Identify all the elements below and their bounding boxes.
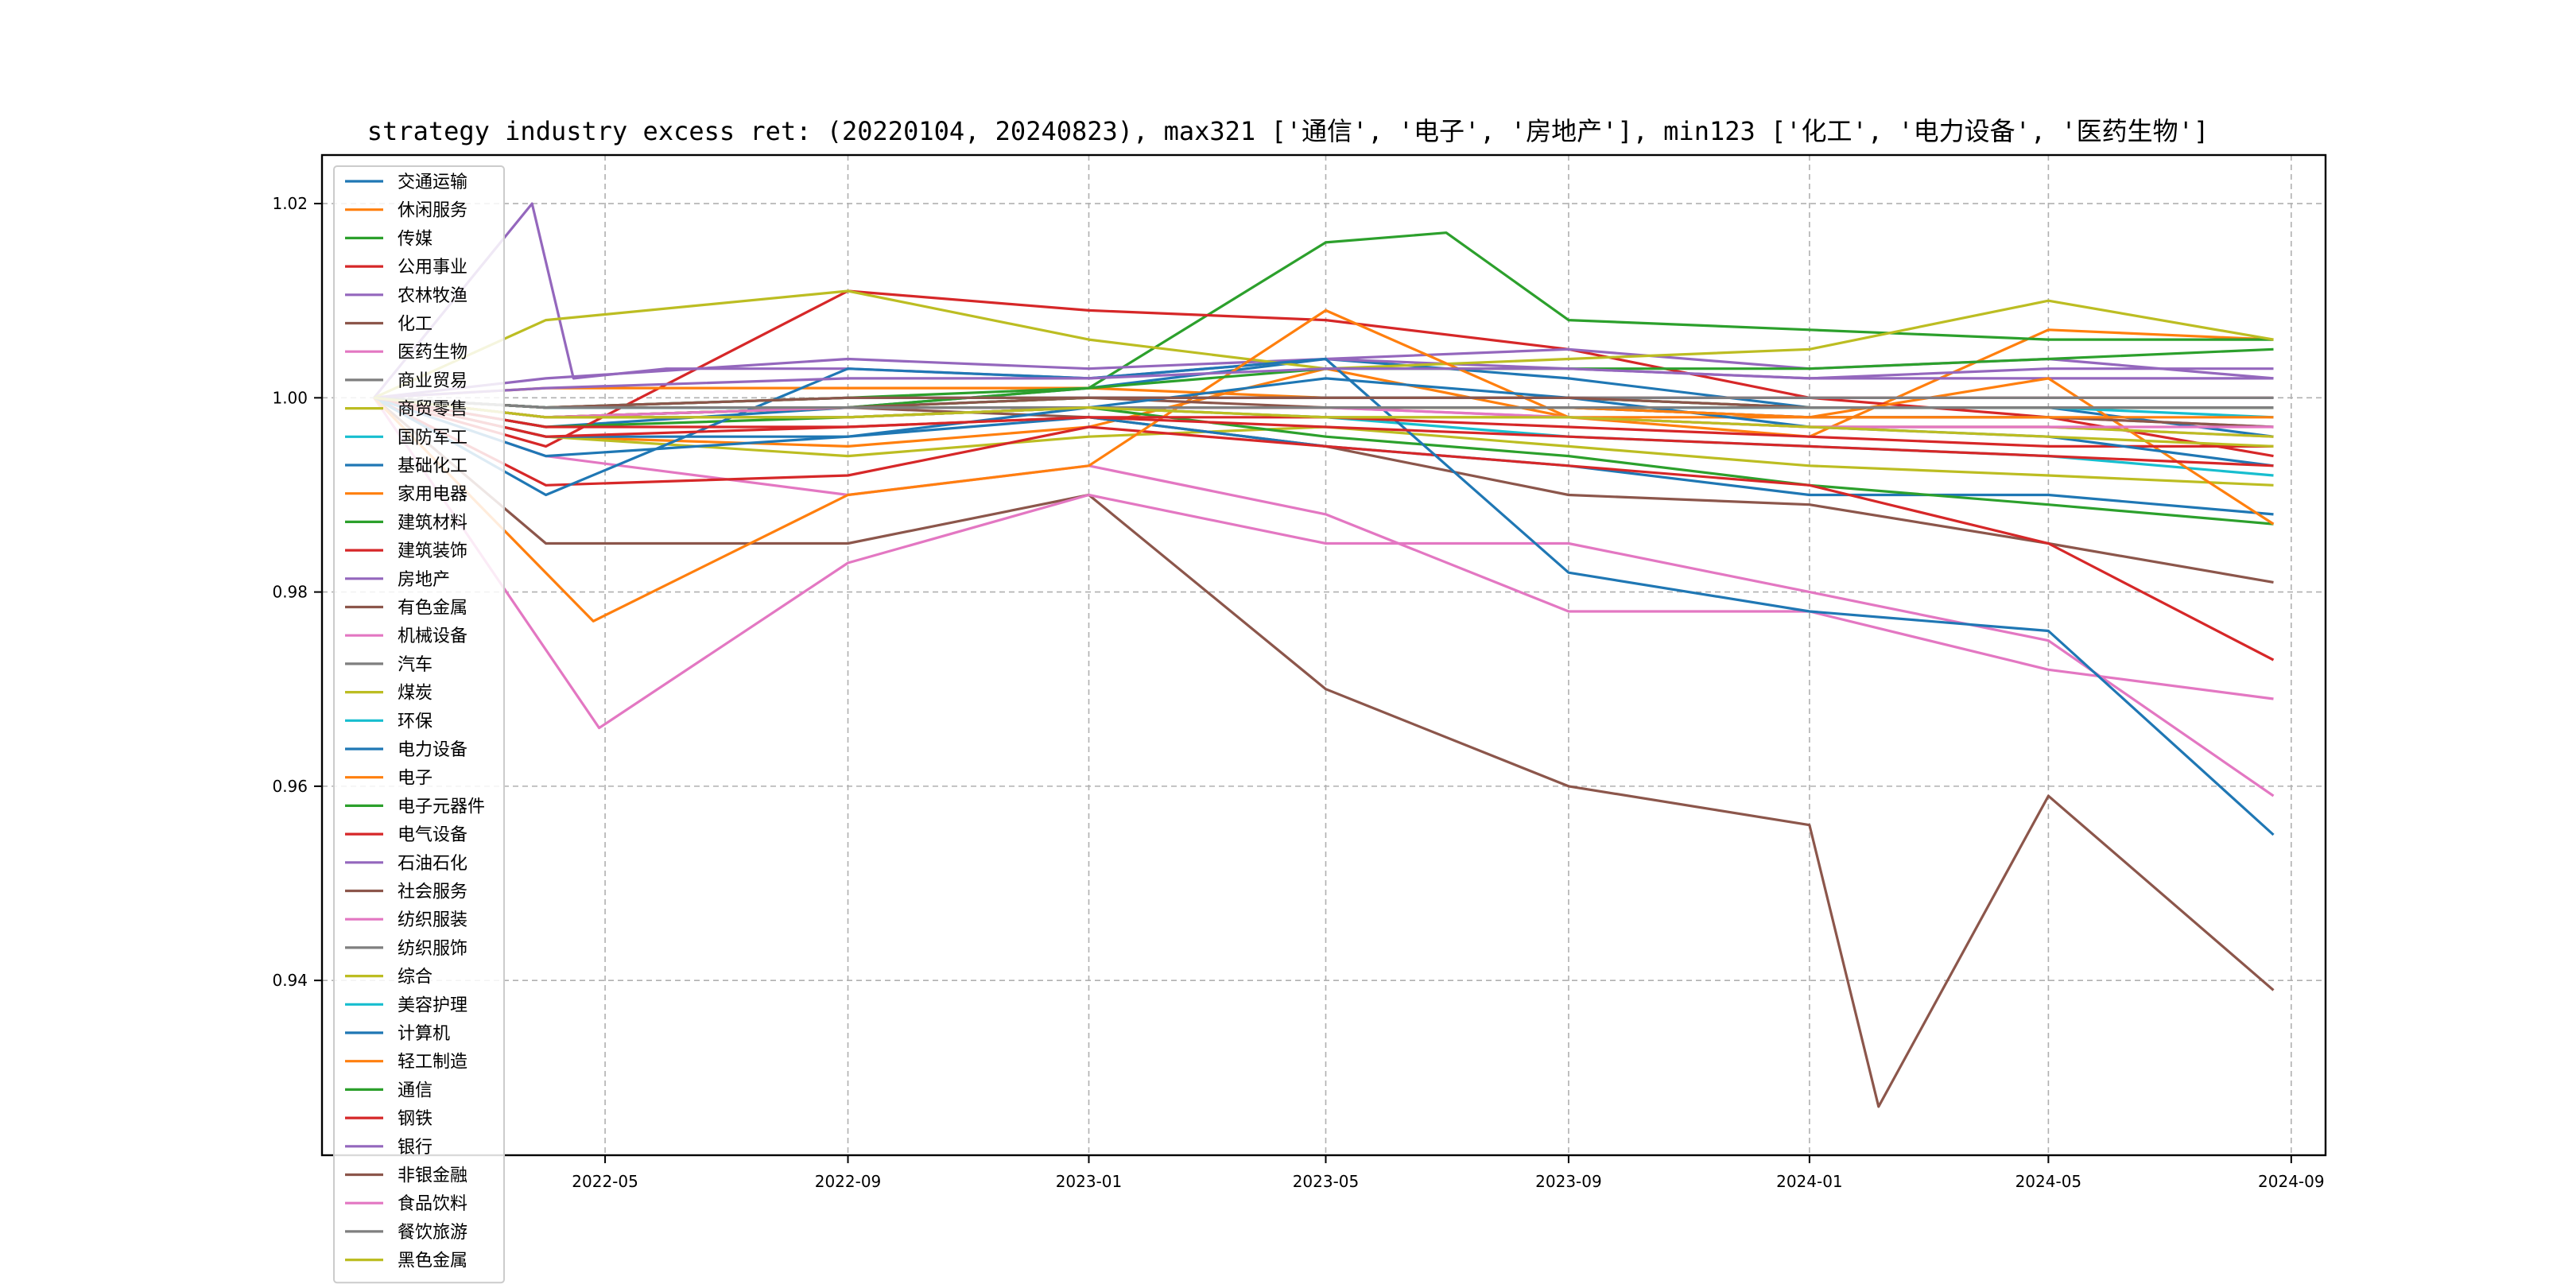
legend-label: 休闲服务 (398, 201, 467, 221)
series-line-3 (374, 289, 2274, 458)
legend-label: 汽车 (398, 655, 433, 675)
legend-label: 房地产 (398, 570, 450, 590)
series-line-12 (374, 396, 2274, 526)
legend-label: 黑色金属 (398, 1251, 467, 1271)
series-line-33 (374, 396, 2274, 467)
legend: 交通运输休闲服务传媒公用事业农林牧渔化工医药生物商业贸易商贸零售国防军工基础化工… (333, 165, 505, 1284)
legend-label: 计算机 (398, 1024, 450, 1044)
legend-label: 环保 (398, 712, 433, 731)
series-line-34 (374, 367, 2274, 399)
x-tick-label: 2024-01 (1776, 1172, 1843, 1191)
legend-label: 通信 (398, 1080, 433, 1100)
legend-label: 电气设备 (398, 825, 467, 845)
grid-lines (322, 155, 2326, 1155)
x-tick-label: 2022-05 (572, 1172, 638, 1191)
legend-label: 医药生物 (398, 343, 467, 363)
series-line-15 (373, 397, 2275, 1108)
legend-label: 家用电器 (398, 485, 467, 505)
legend-label: 传媒 (398, 229, 433, 249)
legend-label: 银行 (398, 1138, 433, 1158)
legend-label: 电子 (398, 769, 433, 789)
legend-label: 纺织服装 (398, 910, 467, 930)
y-tick-label: 1.02 (272, 194, 308, 213)
legend-label: 化工 (398, 315, 433, 335)
legend-label: 建筑材料 (398, 513, 467, 533)
y-axis-ticks: 0.94 0.96 0.98 1.00 1.02 (272, 194, 322, 990)
legend-label: 食品饮料 (398, 1194, 467, 1214)
legend-label: 建筑装饰 (398, 541, 467, 561)
legend-label: 交通运输 (398, 173, 467, 192)
legend-label: 钢铁 (398, 1109, 433, 1129)
series-line-20 (373, 357, 2275, 836)
legend-label: 美容护理 (398, 995, 467, 1015)
legend-label: 商贸零售 (398, 400, 467, 420)
series-lines (373, 202, 2275, 1108)
legend-label: 综合 (398, 968, 433, 987)
y-tick-label: 1.00 (272, 388, 308, 407)
legend-label: 餐饮旅游 (398, 1223, 467, 1243)
legend-label: 机械设备 (398, 627, 467, 646)
chart-title: strategy industry excess ret: (20220104,… (367, 116, 2209, 146)
legend-label: 电力设备 (398, 740, 467, 760)
plot-frame (320, 153, 2327, 1157)
legend-label: 电子元器件 (398, 797, 485, 817)
legend-label: 有色金属 (398, 599, 467, 619)
legend-label: 石油石化 (398, 854, 467, 874)
y-tick-label: 0.98 (272, 583, 308, 602)
legend-label: 纺织服饰 (398, 939, 467, 959)
x-tick-label: 2023-01 (1056, 1172, 1123, 1191)
series-line-38 (374, 396, 2274, 448)
x-tick-label: 2024-09 (2258, 1172, 2325, 1191)
legend-label: 国防军工 (398, 428, 467, 448)
x-tick-label: 2023-09 (1535, 1172, 1602, 1191)
legend-label: 农林牧渔 (398, 286, 467, 306)
series-line-37 (374, 396, 2274, 409)
legend-label: 轻工制造 (398, 1053, 467, 1073)
legend-label: 社会服务 (398, 883, 467, 902)
x-tick-label: 2023-05 (1293, 1172, 1360, 1191)
legend-label: 公用事业 (398, 258, 467, 277)
x-tick-label: 2024-05 (2015, 1172, 2082, 1191)
legend-label: 煤炭 (398, 684, 433, 704)
y-tick-label: 0.96 (272, 777, 308, 796)
legend-label: 商业贸易 (398, 371, 467, 391)
series-line-21 (373, 308, 2275, 623)
series-line-6 (373, 396, 2274, 700)
series-line-13 (373, 396, 2275, 661)
x-tick-label: 2022-09 (815, 1172, 882, 1191)
x-axis-ticks: 2022-05 2022-09 2023-01 2023-05 2023-09 2024-… (572, 1155, 2325, 1191)
legend-label: 非银金融 (398, 1166, 467, 1186)
y-tick-label: 0.94 (272, 971, 308, 990)
legend-label: 基础化工 (398, 456, 467, 476)
